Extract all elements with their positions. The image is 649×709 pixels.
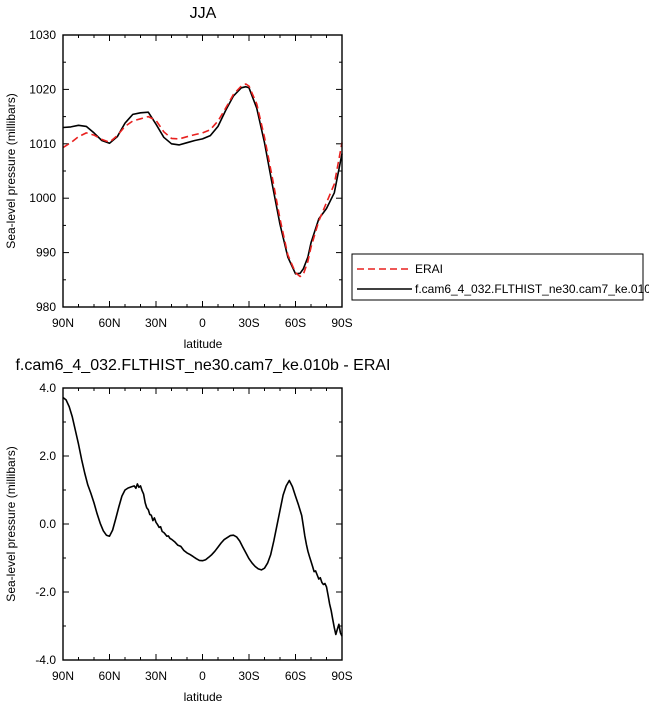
bottom-y-tick-label: -2.0 [35,585,56,599]
bottom-x-tick-label: 90S [331,669,352,683]
bottom-panel: f.cam6_4_032.FLTHIST_ne30.cam7_ke.010b -… [4,357,391,704]
bottom-y-tick-label: 0.0 [39,517,56,531]
bottom-plot-frame [62,387,343,661]
top-axes: 90N 60N 30N 0 30S 60S 90S 980 990 1000 1010 1020 103… [29,28,352,330]
bottom-chart-title: f.cam6_4_032.FLTHIST_ne30.cam7_ke.010b -… [15,357,390,374]
top-panel: JJA 90N 60N 30N 0 30S 60S 90S 980 990 1000 1010 102… [4,5,649,351]
bottom-x-axis-label: latitude [184,690,223,704]
top-x-tick-label: 0 [199,316,206,330]
bottom-y-tick-label: 2.0 [39,449,56,463]
top-series-group [62,83,343,278]
bottom-x-tick-label: 60S [285,669,306,683]
top-x-tick-label: 30N [145,316,167,330]
top-series-line-0 [62,83,343,278]
top-x-axis-label: latitude [184,337,223,351]
top-y-tick-label: 1010 [29,137,56,151]
top-x-tick-label: 90N [52,316,74,330]
bottom-series-group [62,396,343,637]
legend: ERAI f.cam6_4_032.FLTHIST_ne30.cam7_ke.0… [351,253,649,301]
top-y-axis-label: Sea-level pressure (millibars) [4,93,18,248]
bottom-x-tick-label: 60N [98,669,120,683]
top-y-tick-label: 1020 [29,82,56,96]
bottom-x-tick-label: 30S [238,669,259,683]
bottom-y-axis-label: Sea-level pressure (millibars) [4,446,18,601]
bottom-y-tick-label: 4.0 [39,381,56,395]
legend-erai-label: ERAI [415,262,443,276]
legend-model-label: f.cam6_4_032.FLTHIST_ne30.cam7_ke.010b [415,282,649,296]
bottom-x-tick-label: 90N [52,669,74,683]
top-x-tick-label: 30S [238,316,259,330]
top-y-tick-label: 1000 [29,191,56,205]
top-plot-frame [62,34,343,308]
bottom-x-tick-label: 0 [199,669,206,683]
top-y-tick-label: 1030 [29,28,56,42]
bottom-series-line-0 [62,396,343,637]
top-y-tick-label: 980 [36,300,56,314]
top-x-tick-label: 90S [331,316,352,330]
top-x-tick-label: 60S [285,316,306,330]
top-x-tick-label: 60N [98,316,120,330]
top-chart-title: JJA [190,5,217,22]
top-y-tick-label: 990 [36,246,56,260]
legend-box [351,253,644,301]
bottom-x-tick-label: 30N [145,669,167,683]
top-series-line-1 [62,85,343,275]
bottom-y-tick-label: -4.0 [35,653,56,667]
bottom-axes: 90N 60N 30N 0 30S 60S 90S 4.0 2.0 0.0 -2.0 -4.0 [35,381,352,683]
